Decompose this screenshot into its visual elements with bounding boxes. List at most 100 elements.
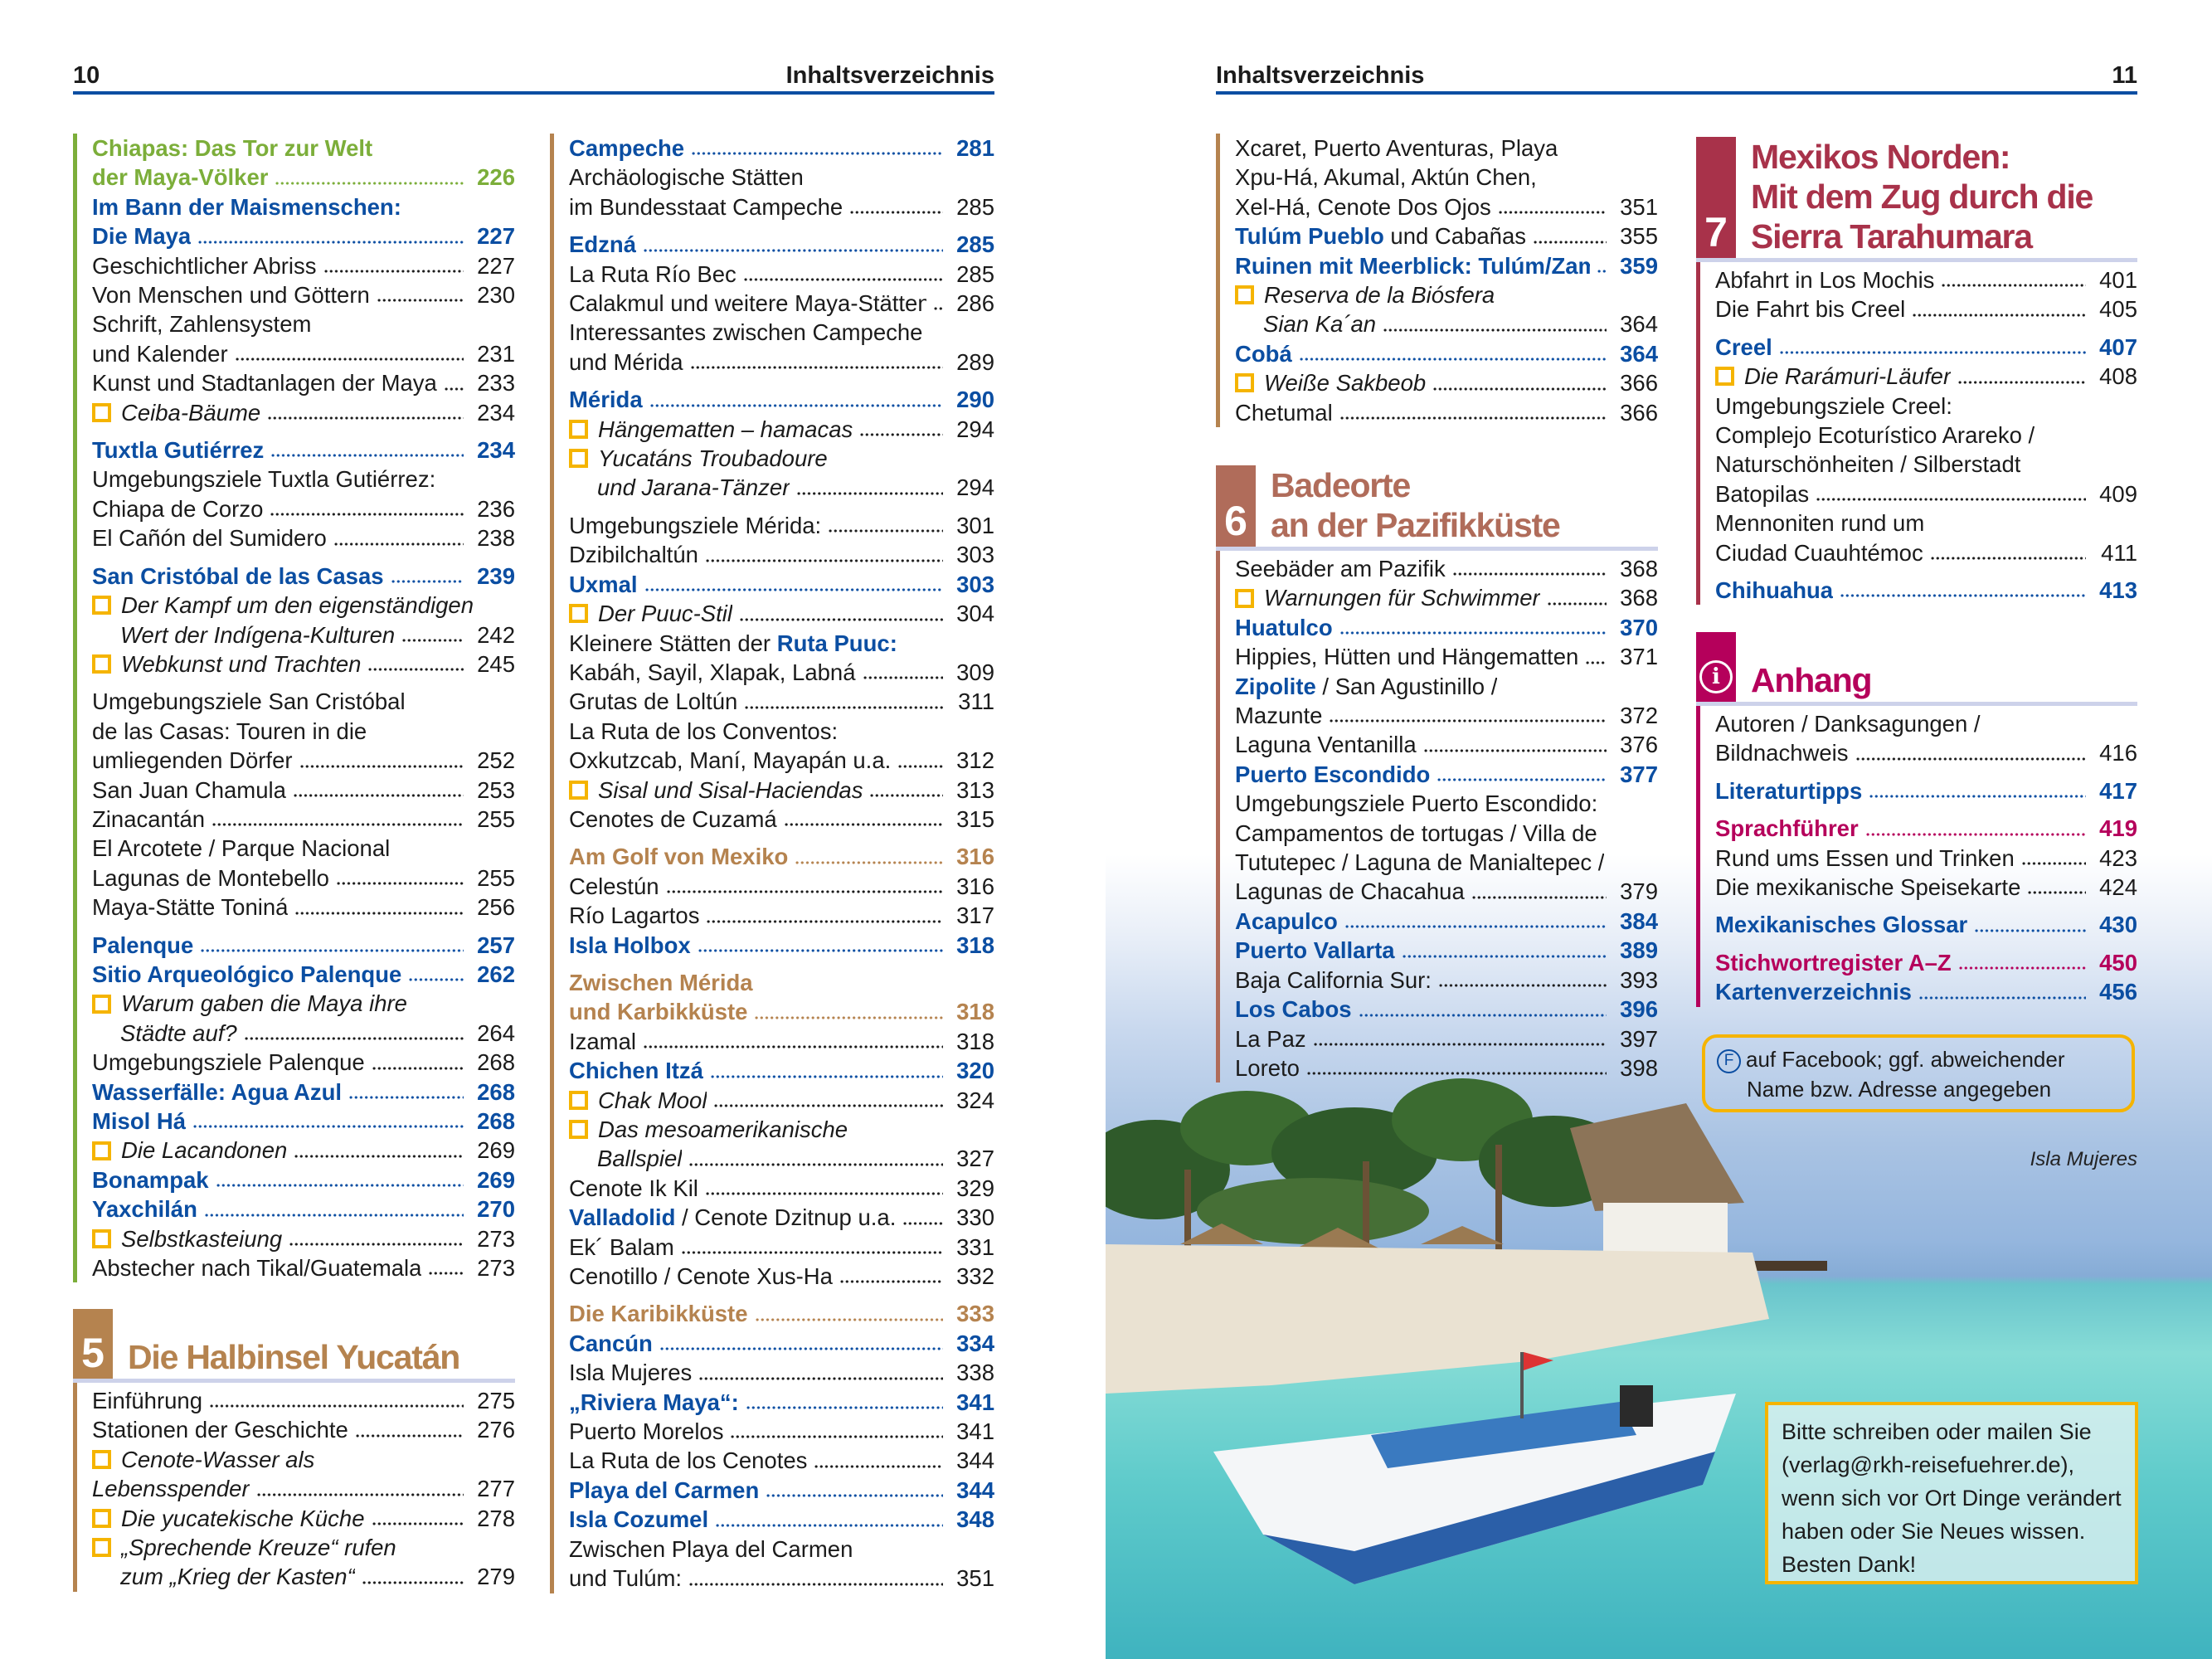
toc-entry: Hippies, Hütten und Hängematten 371 (1235, 642, 1658, 671)
dot-leader (680, 1250, 943, 1256)
entry-title: Kartenverzeichnis (1715, 979, 1912, 1005)
dot-leader (354, 1433, 464, 1438)
section-entries: Einführung 275 Stationen der Geschichte 276… (73, 1383, 515, 1592)
box-topic-icon (1235, 285, 1254, 305)
page-number: 327 (956, 1146, 994, 1172)
page-number: 226 (477, 164, 515, 191)
dot-leader (697, 947, 943, 953)
page-number: 312 (956, 747, 994, 774)
boat (1213, 1352, 1736, 1584)
toc-entry-line: Bildnachweis 416 (1715, 738, 2137, 767)
toc-entry-line: Weiße Sakbeob 366 (1235, 368, 1658, 397)
page-number: 397 (1620, 1025, 1658, 1052)
entry-title: Loreto (1235, 1054, 1300, 1081)
box-topic-icon (569, 1090, 588, 1110)
page-number: 377 (1620, 761, 1658, 787)
box-topic-icon (92, 1508, 111, 1528)
page-number: 355 (1620, 223, 1658, 250)
dot-leader (1864, 831, 2086, 837)
page-number: 275 (477, 1388, 515, 1413)
toc-entry-line: Ruinen mit Meerblick: Tulúm/Zama 359 (1235, 251, 1658, 280)
toc-entry-line: Laguna Ventanilla 376 (1235, 730, 1658, 759)
toc-entry-line: Naturschönheiten / Silberstadt (1715, 450, 2137, 479)
page-number: 262 (477, 961, 515, 987)
page-number: 239 (477, 562, 515, 589)
entry-title: Abstecher nach Tikal/Guatemala (92, 1255, 422, 1282)
sand-beach (1106, 1244, 1769, 1394)
toc-entry-line: Einführung 275 (92, 1386, 515, 1415)
toc-entry-line: Der Kampf um den eigenständigen (92, 591, 515, 620)
toc-entry-line: Ciudad Cuauhtémoc 411 (1715, 538, 2137, 567)
page-number: 286 (956, 290, 994, 317)
page-number: 270 (477, 1196, 515, 1223)
toc-entry-line: Isla Holbox 318 (569, 931, 994, 960)
toc-entry: Ceiba-Bäume 234 (92, 398, 515, 427)
toc-entry: Rund ums Essen und Trinken 423 (1715, 844, 2137, 873)
entry-title: umliegenden Dörfer (92, 747, 293, 774)
toc-entry-line: Schrift, Zahlensystem (92, 309, 515, 338)
left-page-header: 10 Inhaltsverzeichnis (73, 58, 994, 95)
page-number: 269 (477, 1166, 515, 1193)
toc-entry-line: Izamal 318 (569, 1027, 994, 1056)
page-number: 317 (956, 902, 994, 929)
section-title: Anhang (1736, 632, 1873, 702)
dot-leader (1918, 995, 2086, 1000)
toc-entry: Tulúm Pueblo und Cabañas 355 (1235, 221, 1658, 251)
dot-leader (255, 1491, 464, 1497)
page-number: 253 (477, 776, 515, 803)
page-number: 411 (2101, 539, 2137, 566)
toc-entry-line: Chak Mool 324 (569, 1086, 994, 1115)
page-number: 320 (956, 1058, 994, 1084)
page-number: 372 (1620, 703, 1658, 729)
entry-title: Die Rarámuri-Läufer (1744, 363, 1952, 390)
entry-title: Die mexikanische Speisekarte (1715, 874, 2021, 901)
dot-leader (197, 239, 464, 245)
entry-title: Cenotillo / Cenote Xus-Ha (569, 1263, 833, 1290)
facebook-f-icon: F (1717, 1048, 1741, 1073)
toc-entry: Isla Cozumel 348 (569, 1505, 994, 1534)
dot-leader (1597, 269, 1607, 275)
box-topic-icon (92, 402, 111, 422)
dot-leader (814, 1463, 943, 1469)
entry-title: Die Lacandonen (121, 1137, 288, 1164)
entry-title: Umgebungsziele San Cristóbal (92, 688, 406, 715)
dot-leader (209, 1404, 464, 1409)
toc-entry-line: Rund ums Essen und Trinken 423 (1715, 844, 2137, 873)
toc-entry-line: umliegenden Dörfer 252 (92, 746, 515, 775)
toc-entry: Cenotillo / Cenote Xus-Ha 332 (569, 1262, 994, 1291)
dot-leader (1312, 1041, 1607, 1047)
page-number: 393 (1620, 966, 1658, 993)
page-number: 269 (477, 1137, 515, 1164)
entry-title: Valladolid / Cenote Dzitnup u.a. (569, 1203, 896, 1232)
dot-leader (739, 616, 943, 622)
toc-entry: Umgebungsziele Puerto Escondido: Campamen… (1235, 789, 1658, 907)
section-header: 5 Die Halbinsel Yucatán (73, 1309, 515, 1383)
entry-title: Am Golf von Mexiko (569, 844, 789, 870)
toc-entry-line: Zwischen Mérida (569, 968, 994, 997)
dot-leader (1451, 572, 1607, 577)
entry-title: Puerto Morelos (569, 1418, 724, 1445)
page-number: 255 (477, 805, 515, 832)
section-header: i Anhang (1696, 632, 2137, 706)
entry-title: Rund ums Essen und Trinken (1715, 844, 2015, 871)
dot-leader (754, 1316, 943, 1322)
toc-entry-line: Die Rarámuri-Läufer 408 (1715, 362, 2137, 391)
dot-leader (1974, 927, 2086, 933)
entry-title-part: / Cenote Dzitnup u.a. (675, 1204, 897, 1231)
entry-title: Los Cabos (1235, 996, 1352, 1023)
page-number: 324 (956, 1087, 994, 1113)
toc-entry-line: Cancún 334 (569, 1329, 994, 1358)
page-number: 252 (477, 747, 515, 774)
toc-entry-line: Mazunte 372 (1235, 701, 1658, 730)
entry-title: La Paz (1235, 1025, 1306, 1052)
entry-title: Umgebungsziele Palenque (92, 1049, 365, 1076)
toc-entry: La Ruta de los Cenotes 344 (569, 1446, 994, 1475)
right-page-header: Inhaltsverzeichnis 11 (1216, 58, 2137, 95)
entry-title: Abfahrt in Los Mochis (1715, 267, 1935, 293)
entry-title: Chiapa de Corzo (92, 495, 264, 522)
page-number: 276 (477, 1417, 515, 1443)
page-number: 366 (1620, 370, 1658, 397)
dot-leader (1305, 1071, 1607, 1077)
page-number: 408 (2099, 363, 2137, 390)
legend-text: Name bzw. Adresse angegeben (1747, 1077, 2052, 1102)
